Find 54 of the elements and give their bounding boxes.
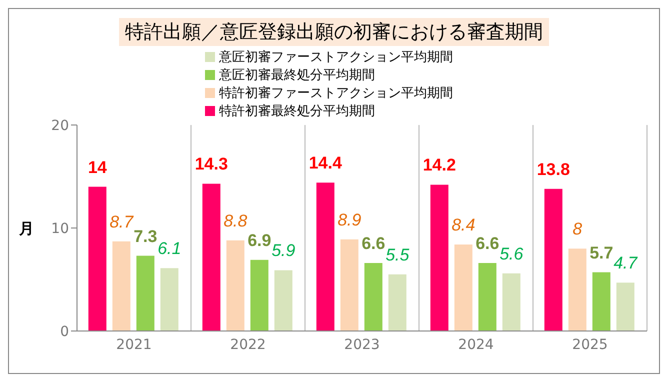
data-label: 14.4 [308,154,342,173]
bar [364,263,382,331]
bar [388,274,406,331]
data-label: 8.8 [224,211,248,230]
legend-label: 特許初審ファーストアクション平均期間 [219,86,453,101]
y-tick-label: 0 [60,324,69,340]
data-label: 5.5 [386,245,410,264]
x-tick-label: 2024 [458,336,494,353]
bar [274,270,292,331]
legend-label: 特許初審最終処分平均期間 [219,104,375,119]
bar [340,239,358,331]
bar [250,260,268,331]
legend-label: 意匠初審最終処分平均期間 [219,68,375,83]
bar [454,244,472,331]
chart-title: 特許出願／意匠登録出願の初審における審査期間 [119,18,549,46]
bar [430,184,448,331]
x-tick-label: 2021 [116,336,152,353]
data-label: 8.9 [338,210,362,230]
data-label: 14 [88,158,108,177]
data-label: 5.9 [272,241,296,260]
x-tick-label: 2025 [572,336,608,353]
data-label: 8 [572,220,583,239]
bar [202,184,220,331]
data-label: 13.8 [536,160,570,179]
bar [160,268,178,331]
bar [478,263,496,331]
data-label: 8.4 [452,215,476,234]
y-tick-label: 10 [51,220,69,237]
x-tick-label: 2023 [344,336,380,353]
data-label: 6.6 [476,234,500,254]
bar [226,240,244,331]
x-tick-label: 2022 [230,336,266,353]
bar [502,273,520,331]
legend-label: 意匠初審ファーストアクション平均期間 [219,50,453,65]
data-label: 7.3 [134,226,158,246]
data-label: 5.6 [500,244,524,264]
data-label: 14.3 [194,154,228,174]
data-label: 8.7 [110,212,134,232]
bar [316,182,334,331]
bar [544,188,562,331]
y-tick-label: 20 [51,118,69,134]
bar [616,282,634,331]
data-label: 6.6 [362,234,386,254]
data-label: 6.1 [158,239,182,258]
bar [136,256,154,331]
data-label: 4.7 [614,254,638,273]
bar [568,248,586,331]
bar [88,186,106,331]
bar [112,241,130,331]
data-label: 6.9 [248,230,272,250]
data-label: 5.7 [590,243,614,262]
y-axis-title: 月 [18,219,34,238]
bar [592,272,610,331]
data-label: 14.2 [422,156,456,175]
